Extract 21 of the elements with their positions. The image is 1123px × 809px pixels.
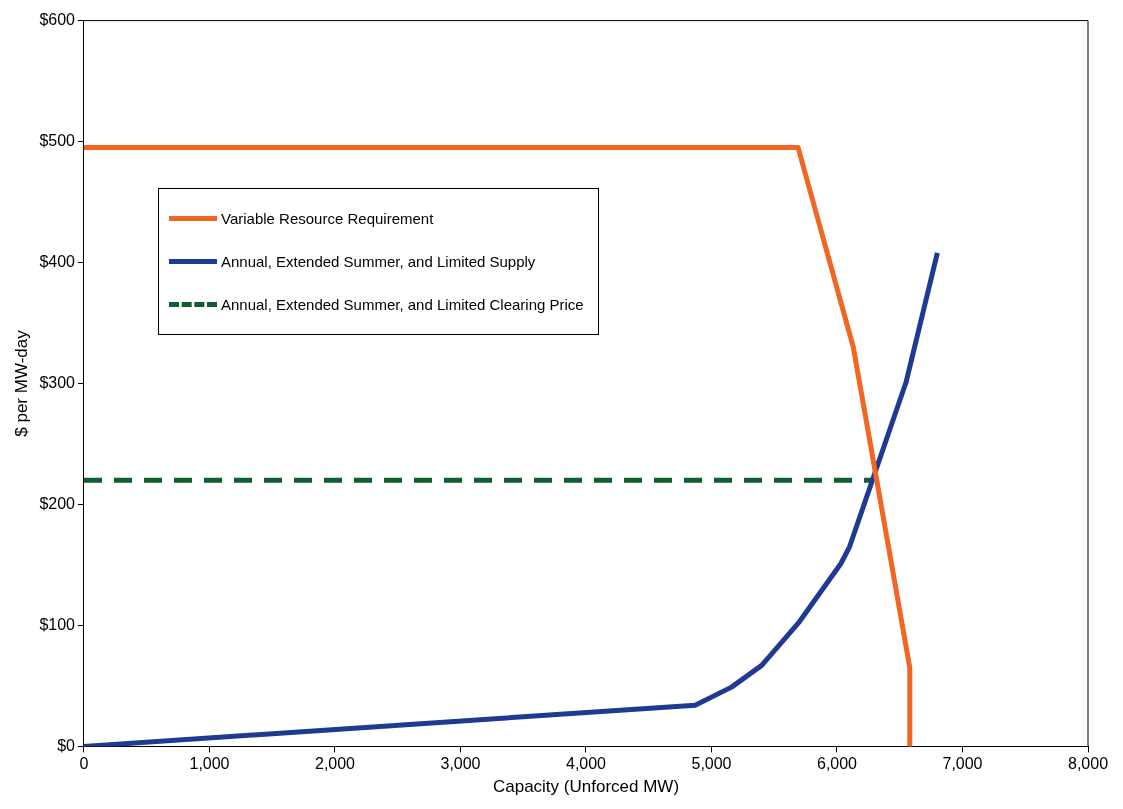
x-axis-title: Capacity (Unforced MW) (492, 777, 680, 797)
x-tick-label: 4,000 (565, 755, 607, 773)
x-tick-label: 0 (79, 755, 89, 773)
x-tick-label: 8,000 (1067, 755, 1109, 773)
x-tick-label: 2,000 (314, 755, 356, 773)
legend-label: Annual, Extended Summer, and Limited Supply (221, 253, 536, 270)
legend-label: Annual, Extended Summer, and Limited Clearing Price (221, 296, 584, 313)
y-tick-label: $300 (39, 373, 76, 391)
x-tick-label: 3,000 (440, 755, 481, 773)
x-tick-label: 6,000 (816, 755, 858, 773)
x-tick-label: 1,000 (189, 755, 230, 773)
y-tick-label: $0 (57, 736, 76, 754)
y-tick-label: $100 (39, 615, 76, 633)
y-tick-label: $400 (39, 252, 76, 270)
legend-label: Variable Resource Requirement (221, 210, 434, 227)
x-tick-label: 5,000 (691, 755, 732, 773)
x-tick-label: 7,000 (942, 755, 983, 773)
y-tick-label: $600 (39, 11, 76, 29)
y-tick-label: $200 (39, 494, 76, 512)
y-tick-label: $500 (39, 131, 76, 149)
y-axis-title: $ per MW-day (11, 329, 31, 437)
